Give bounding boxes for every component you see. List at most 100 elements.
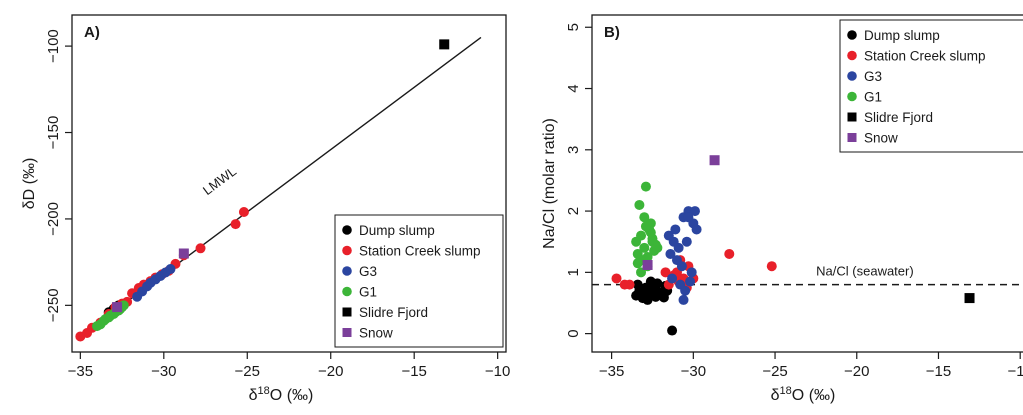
y-tick-label: 1 <box>565 268 582 276</box>
x-axis-label: δ18O (‰) <box>771 385 836 404</box>
data-point <box>676 261 687 272</box>
data-point <box>964 293 975 304</box>
series-g3 <box>663 206 702 305</box>
data-point <box>640 181 651 192</box>
x-tick-label: −10 <box>1007 363 1023 380</box>
data-point <box>634 199 645 210</box>
legend-marker <box>342 266 352 276</box>
series-g3 <box>132 264 176 302</box>
y-axis-label: δD (‰) <box>21 158 38 210</box>
legend-marker <box>342 286 352 297</box>
series-g1 <box>92 300 129 332</box>
data-point <box>636 230 647 241</box>
x-axis-label: δ18O (‰) <box>249 385 314 404</box>
data-point <box>642 259 653 270</box>
series-dump-slump <box>631 276 678 336</box>
legend-entry: G3 <box>359 264 377 279</box>
y-tick-label: −200 <box>45 202 62 236</box>
data-point <box>632 279 643 290</box>
seawater-reference-label: Na/Cl (seawater) <box>816 263 914 278</box>
series-snow <box>112 248 189 313</box>
data-point <box>660 267 671 278</box>
data-point <box>680 285 691 296</box>
data-point <box>195 243 206 254</box>
legend-marker <box>847 91 857 102</box>
legend-marker <box>847 112 857 122</box>
data-point <box>686 267 697 278</box>
data-point <box>639 212 650 223</box>
y-tick-label: 4 <box>565 84 582 92</box>
y-tick-label: 2 <box>565 207 582 215</box>
y-tick-label: −250 <box>45 288 62 322</box>
data-point <box>439 39 450 50</box>
legend-marker <box>342 307 352 317</box>
legend-entry: G3 <box>864 69 882 84</box>
data-point <box>645 276 656 287</box>
data-point <box>178 248 189 259</box>
data-point <box>724 248 735 259</box>
legend-marker <box>847 50 857 61</box>
legend-marker <box>342 328 352 337</box>
data-point <box>230 219 241 230</box>
series-slidre-fjord <box>964 293 975 304</box>
y-axis-label: Na/Cl (molar ratio) <box>541 118 558 249</box>
data-point <box>689 206 700 217</box>
data-point <box>766 261 777 272</box>
series-snow <box>642 155 720 270</box>
legend-entry: Station Creek slump <box>864 49 986 64</box>
data-point <box>665 248 676 259</box>
data-point <box>683 212 694 223</box>
legend-box <box>839 19 1023 153</box>
data-point <box>709 155 720 166</box>
y-tick-label: 0 <box>565 329 582 337</box>
x-tick-label: −30 <box>681 363 706 380</box>
x-tick-label: −30 <box>151 363 176 380</box>
x-tick-label: −20 <box>844 363 869 380</box>
legend-entry: Snow <box>359 326 393 341</box>
legend-entry: Dump slump <box>864 28 940 43</box>
lmwl-label: LMWL <box>200 164 239 198</box>
legend-entry: Slidre Fjord <box>359 305 428 320</box>
data-point <box>685 276 696 287</box>
x-tick-label: −35 <box>599 363 624 380</box>
legend-box <box>334 214 504 348</box>
legend-entry: Snow <box>864 131 898 146</box>
legend-entry: Slidre Fjord <box>864 110 933 125</box>
data-point <box>673 242 684 253</box>
data-point <box>640 221 651 232</box>
x-tick-label: −15 <box>926 363 951 380</box>
data-point <box>658 292 669 303</box>
data-point <box>678 294 689 305</box>
y-tick-label: −100 <box>45 29 62 63</box>
data-point <box>652 242 663 253</box>
data-point <box>667 273 678 284</box>
x-tick-label: −35 <box>68 363 93 380</box>
data-point <box>611 273 622 284</box>
x-tick-label: −15 <box>401 363 426 380</box>
data-point <box>112 302 123 313</box>
panel-label: B) <box>604 24 620 41</box>
data-point <box>639 242 650 253</box>
data-point <box>632 258 643 269</box>
panel-b: −35 −30 −25 −20 −15 −10 0 1 2 3 4 5 δ18O (‰) Na/Cl (m… <box>541 14 1023 404</box>
legend: Dump slump Station Creek slump G3 G1 Slidre … <box>839 19 1023 153</box>
data-point <box>238 207 249 218</box>
data-point <box>691 224 702 235</box>
y-tick-label: 3 <box>565 146 582 154</box>
x-tick-label: −25 <box>235 363 260 380</box>
legend-entry: G1 <box>359 285 377 300</box>
data-point <box>670 224 681 235</box>
panel-a: −35 −30 −25 −20 −15 −10 −100 −150 −200 −250 δ18O (… <box>21 14 510 404</box>
legend-entry: Dump slump <box>359 223 435 238</box>
legend: Dump slump Station Creek slump G3 G1 Slidre … <box>334 214 504 348</box>
x-tick-label: −10 <box>485 363 510 380</box>
x-tick-label: −20 <box>318 363 343 380</box>
legend-marker <box>342 245 352 256</box>
panel-label: A) <box>84 24 100 41</box>
data-point <box>639 288 650 299</box>
legend-marker <box>847 30 857 40</box>
legend-entry: Station Creek slump <box>359 244 481 259</box>
legend-entry: G1 <box>864 90 882 105</box>
data-point <box>642 252 653 263</box>
